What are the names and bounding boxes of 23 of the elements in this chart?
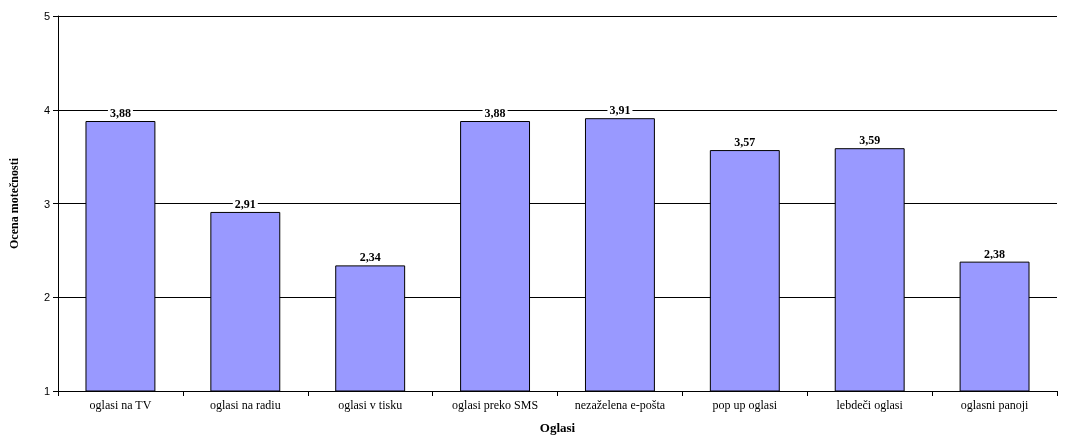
x-tick-label: oglasi na TV (89, 398, 152, 412)
data-label: 3,88 (484, 106, 506, 120)
data-label: 3,57 (734, 135, 756, 150)
y-tick-label: 3 (43, 197, 50, 210)
data-label: 2,34 (359, 250, 381, 265)
x-tick-label: oglasi preko SMS (452, 398, 539, 412)
x-tick-label: lebdeči oglasi (836, 398, 904, 412)
data-label: 3,59 (859, 133, 881, 148)
data-label: 2,38 (984, 246, 1006, 261)
x-tick-label: nezaželena e-pošta (574, 398, 666, 412)
x-tick-label: oglasi na radiu (209, 398, 281, 412)
y-tick-label: 4 (43, 103, 50, 116)
y-tick-label: 5 (43, 10, 50, 22)
x-tick-label: oglasi v tisku (338, 398, 403, 412)
data-label: 2,91 (234, 196, 256, 211)
y-tick-label: 2 (43, 291, 50, 304)
y-tick-label: 1 (43, 385, 50, 397)
data-label: 3,88 (109, 106, 131, 120)
x-tick-label: oglasni panoji (960, 398, 1030, 412)
x-tick-label: pop up oglasi (712, 398, 778, 412)
x-axis-title: Oglasi (539, 420, 576, 435)
y-axis-title: Ocena motečnosti (7, 157, 21, 249)
data-label: 3,91 (609, 103, 631, 118)
